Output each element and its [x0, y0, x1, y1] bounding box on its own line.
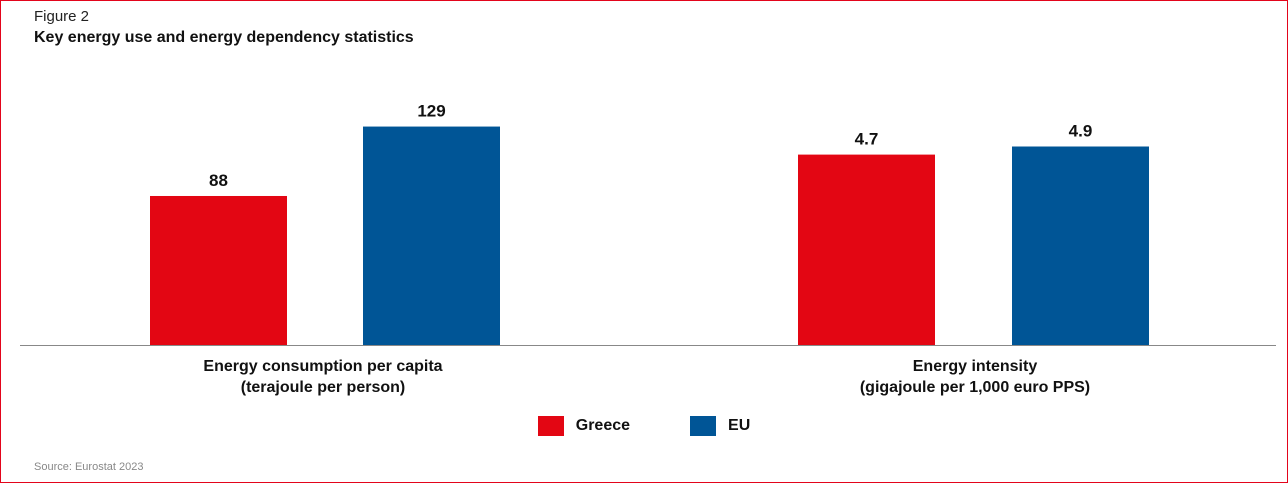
legend-item-eu: EU	[690, 416, 750, 436]
figure-title: Key energy use and energy dependency sta…	[34, 29, 414, 46]
legend-swatch-greece	[537, 416, 564, 436]
value-label-greece-group-2: 4.7	[855, 130, 879, 149]
legend-label-eu: EU	[728, 417, 751, 434]
figure-label: Figure 2	[34, 8, 90, 25]
value-label-eu-group-1: 129	[417, 102, 445, 121]
legend-swatch-eu	[690, 416, 717, 436]
legend-label-greece: Greece	[575, 417, 631, 434]
bar-eu-group-1	[363, 126, 500, 345]
source-note: Source: Eurostat 2023	[34, 461, 144, 473]
category-label-group-2-line-2: (gigajoule per 1,000 euro PPS)	[860, 379, 1090, 396]
legend-item-greece: Greece	[537, 416, 631, 436]
bar-greece-group-1	[150, 195, 287, 345]
category-label-group-2-line-1: Energy intensity	[913, 358, 1038, 375]
value-label-eu-group-2: 4.9	[1069, 121, 1093, 140]
category-label-group-1-line-1: Energy consumption per capita	[203, 358, 442, 375]
category-label-group-1-line-2: (terajoule per person)	[241, 379, 405, 396]
legend: Greece EU	[0, 416, 1288, 436]
bar-greece-group-2	[798, 154, 935, 345]
bar-eu-group-2	[1012, 146, 1149, 345]
value-label-greece-group-1: 88	[209, 171, 228, 190]
